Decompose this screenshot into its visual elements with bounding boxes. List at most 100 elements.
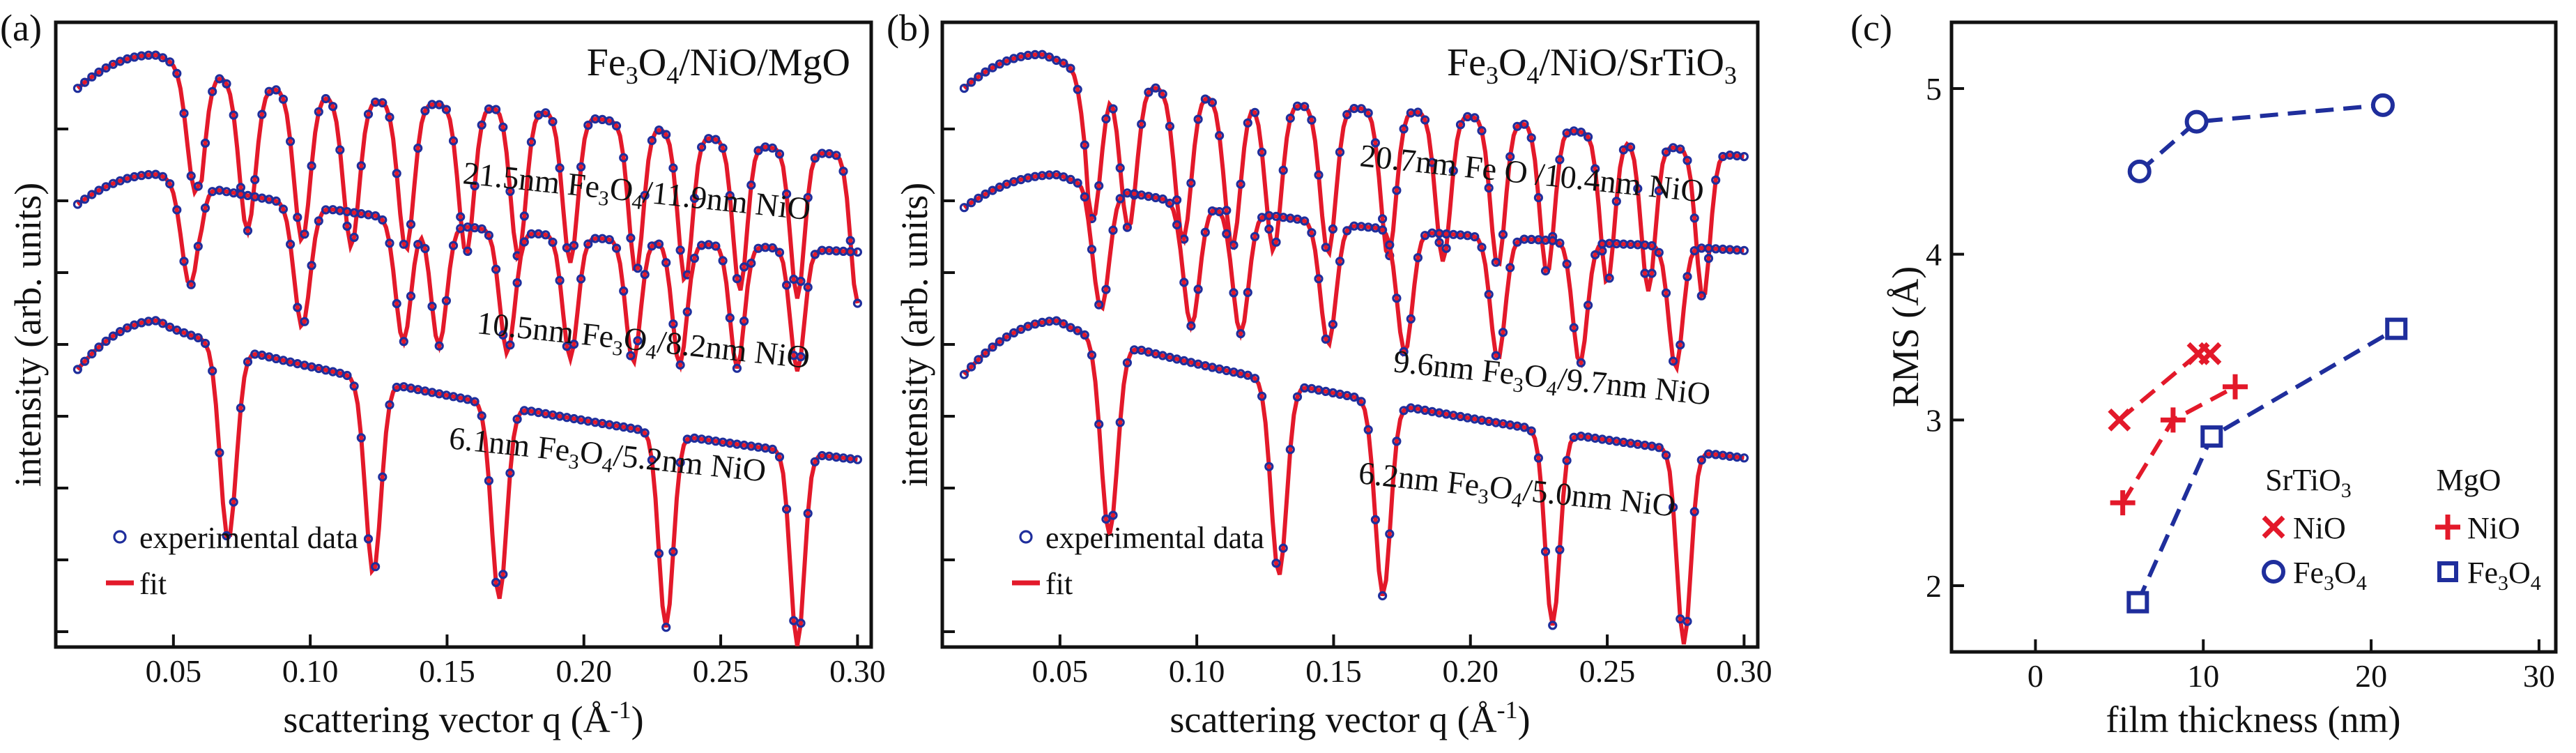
- exp-point-a-0-190: [746, 180, 756, 190]
- exp-point-b-0-50: [1137, 119, 1147, 129]
- exp-point-b-1-198: [1661, 288, 1671, 298]
- exp-point-b-0-102: [1321, 243, 1331, 252]
- curves-a: [72, 50, 863, 646]
- exp-point-b-2-44: [1115, 418, 1125, 427]
- exp-point-b-2-164: [1540, 547, 1551, 556]
- legend-c-mgo-nio-label: NiO: [2467, 511, 2520, 545]
- x-tick-label-a-5: 0.30: [829, 653, 886, 689]
- exp-point-b-0-178: [1590, 164, 1600, 174]
- exp-point-a-2-80: [356, 433, 366, 443]
- exp-point-b-0-104: [1328, 224, 1338, 234]
- exp-point-a-1-196: [767, 243, 777, 253]
- exp-point-a-0-74: [335, 145, 345, 155]
- y-axis-label-b: intensity (arb. units): [894, 183, 935, 487]
- exp-point-a-0-134: [548, 116, 558, 127]
- exp-point-a-1-198: [774, 248, 785, 257]
- panel-title-a: Fe3O4/NiO/MgO: [587, 41, 850, 89]
- exp-point-b-2-86: [1264, 462, 1274, 471]
- legend-b: experimental data fit: [1012, 521, 1264, 601]
- exp-point-b-1-72: [1214, 207, 1225, 217]
- x-axis-label-a: scattering vector q (Å-1): [283, 696, 643, 740]
- exp-point-a-2-112: [470, 397, 480, 406]
- exp-point-a-0-162: [647, 135, 657, 146]
- legend-c-srtio3-fe-label: Fe3O4: [2293, 556, 2367, 595]
- exp-point-a-0-58: [278, 94, 288, 104]
- exp-point-a-0-198: [774, 149, 785, 159]
- exp-point-b-0-42: [1108, 104, 1118, 114]
- plot-frame-a: [54, 20, 873, 649]
- exp-point-b-2-42: [1108, 510, 1118, 520]
- exp-point-b-0-2: [966, 77, 976, 87]
- exp-point-a-0-26: [165, 57, 175, 67]
- exp-point-a-1-140: [569, 340, 579, 349]
- exp-point-a-0-220: [852, 298, 863, 308]
- exp-point-a-1-164: [654, 239, 664, 249]
- exp-point-b-1-38: [1094, 300, 1104, 310]
- exp-point-a-2-82: [363, 534, 374, 544]
- exp-point-b-0-40: [1101, 114, 1111, 124]
- exp-point-a-0-206: [803, 192, 813, 202]
- exp-point-b-1-76: [1229, 288, 1239, 298]
- exp-point-b-0-146: [1477, 126, 1487, 136]
- exp-point-a-1-124: [512, 278, 522, 288]
- exp-point-a-0-88: [385, 112, 394, 122]
- exp-point-b-1-30: [1066, 174, 1075, 184]
- exp-point-b-2-118: [1377, 591, 1388, 601]
- exp-point-a-1-154: [619, 286, 629, 296]
- exp-point-a-1-104: [441, 296, 452, 305]
- exp-point-a-1-158: [633, 336, 643, 346]
- exp-point-a-2-166: [661, 623, 671, 632]
- exp-point-a-1-84: [370, 211, 381, 221]
- exp-point-b-1-64: [1186, 321, 1196, 331]
- exp-point-b-1-6: [981, 189, 990, 199]
- exp-point-b-1-0: [959, 203, 969, 213]
- exp-point-b-0-136: [1441, 243, 1451, 253]
- exp-point-b-1-124: [1399, 347, 1409, 356]
- exp-point-a-0-90: [392, 169, 401, 178]
- exp-point-b-2-94: [1292, 392, 1303, 402]
- exp-point-a-2-10: [108, 331, 118, 341]
- exp-point-b-0-68: [1200, 94, 1210, 104]
- curves-b: [959, 50, 1749, 645]
- exp-point-a-0-168: [668, 163, 678, 173]
- exp-point-b-1-150: [1491, 351, 1501, 360]
- exp-point-b-0-210: [1703, 254, 1714, 264]
- x-tick-label-b-5: 0.30: [1716, 653, 1772, 689]
- exp-point-a-0-78: [349, 232, 359, 242]
- exp-point-a-1-186: [732, 363, 742, 373]
- exp-point-a-1-180: [711, 241, 721, 251]
- exp-point-a-0-136: [555, 163, 565, 173]
- exp-point-b-0-212: [1711, 175, 1721, 185]
- exp-point-b-0-162: [1533, 192, 1543, 203]
- exp-point-b-0-38: [1094, 181, 1104, 191]
- exp-point-a-1-132: [541, 230, 551, 240]
- exp-point-b-0-174: [1576, 128, 1586, 137]
- exp-point-a-1-150: [604, 235, 614, 245]
- exp-point-b-0-64: [1186, 178, 1196, 188]
- exp-point-a-2-38: [208, 366, 217, 376]
- rms-line-0: [2117, 351, 2210, 422]
- exp-point-b-2-92: [1285, 445, 1295, 455]
- legend-c-mgo-fe-marker: [2437, 561, 2458, 582]
- fit-line-a-0: [76, 52, 860, 304]
- exp-point-b-0-168: [1555, 155, 1565, 165]
- exp-point-a-2-44: [229, 497, 238, 507]
- exp-point-a-2-6: [94, 342, 104, 352]
- exp-point-b-2-114: [1363, 425, 1373, 435]
- exp-point-a-0-106: [448, 136, 459, 146]
- exp-point-a-1-64: [300, 317, 309, 326]
- exp-point-b-0-98: [1307, 115, 1317, 125]
- exp-point-b-0-134: [1434, 238, 1444, 248]
- exp-point-b-0-10: [995, 59, 1004, 69]
- x-ticks-a: 0.05 0.10 0.15 0.20 0.25 0.30: [146, 634, 886, 689]
- exp-point-b-2-28: [1059, 319, 1068, 329]
- legend-fit-label-b: fit: [1045, 567, 1073, 601]
- exp-point-b-1-66: [1193, 284, 1203, 294]
- exp-point-b-0-60: [1172, 195, 1182, 205]
- exp-point-b-1-172: [1569, 323, 1579, 333]
- y-tick-label-c-3: 5: [1926, 71, 1942, 107]
- exp-point-a-1-116: [484, 230, 494, 241]
- exp-point-a-1-86: [378, 215, 388, 225]
- exp-point-b-2-196: [1654, 443, 1664, 452]
- exp-point-a-1-172: [682, 307, 692, 317]
